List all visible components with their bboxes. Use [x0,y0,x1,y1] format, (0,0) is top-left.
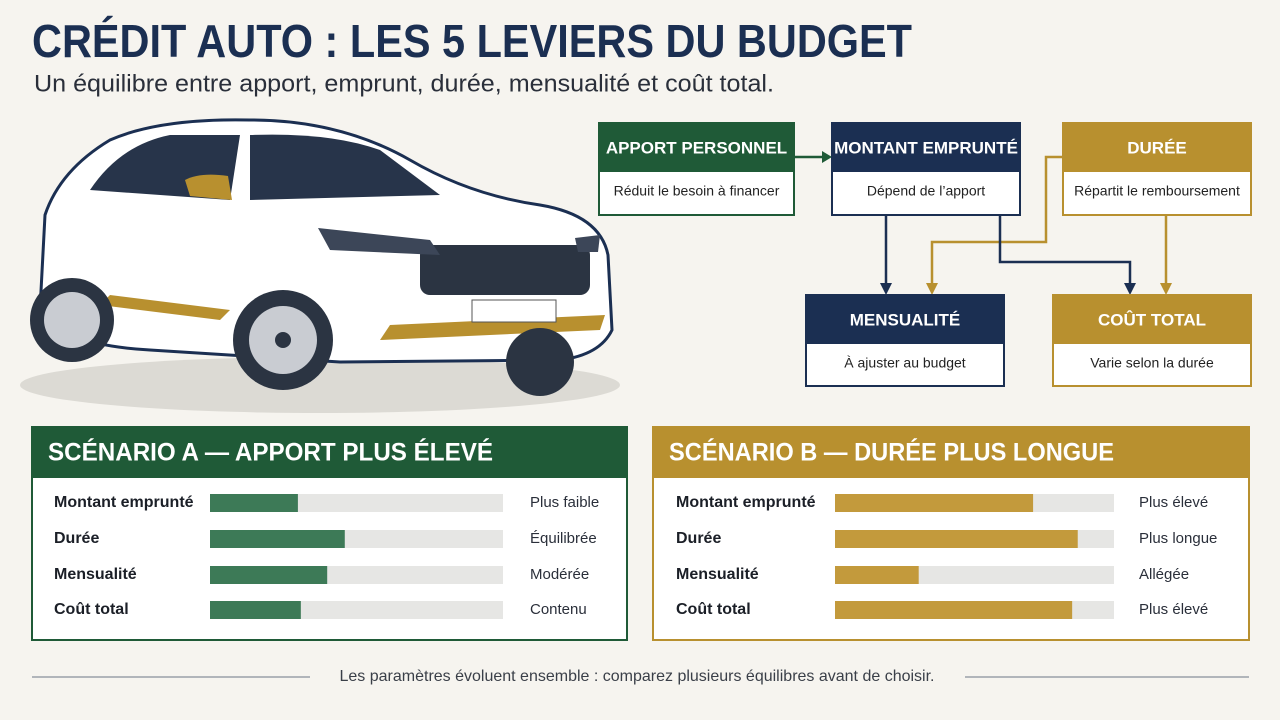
node-text: Dépend de l’apport [867,183,985,199]
bar [210,494,298,512]
node-header [832,123,1020,172]
row-status: Modérée [530,566,589,583]
node-text: Varie selon la durée [1090,355,1214,371]
scenario-panel: SCÉNARIO A — APPORT PLUS ÉLEVÉ Montant em… [31,426,628,641]
node-text: Répartit le remboursement [1074,183,1240,199]
scenario-panel: SCÉNARIO B — DURÉE PLUS LONGUE Montant em… [652,426,1250,641]
row-status: Plus faible [530,494,599,511]
node-title: COÛT TOTAL [1098,310,1206,329]
bar [835,494,1034,512]
row-status: Plus longue [1139,530,1217,547]
footer-note: Les paramètres évoluent ensemble : compa… [340,668,935,685]
bar [835,530,1078,548]
row-label: Montant emprunté [54,494,194,511]
bar [835,566,919,584]
title: CRÉDIT AUTO : LES 5 LEVIERS DU BUDGET [32,15,912,67]
node-text: À ajuster au budget [844,355,966,371]
flow-node: COÛT TOTAL Varie selon la durée [1052,294,1252,387]
row-label: Durée [54,530,99,547]
node-title: MENSUALITÉ [850,310,961,329]
node-header [1063,123,1251,172]
panel-title: SCÉNARIO B — DURÉE PLUS LONGUE [669,438,1114,467]
panel-title: SCÉNARIO A — APPORT PLUS ÉLEVÉ [48,438,493,467]
node-text: Réduit le besoin à financer [614,183,780,199]
flow-node: DURÉE Répartit le remboursement [1062,122,1252,216]
bar [210,566,328,584]
flow-arrows [794,151,1172,295]
row-label: Montant emprunté [676,494,816,511]
panel-header [32,427,627,478]
row-status: Plus élevé [1139,494,1208,511]
node-header [806,295,1004,344]
node-title: APPORT PERSONNEL [606,138,787,157]
car-illustration [20,118,620,413]
subtitle: Un équilibre entre apport, emprunt, duré… [34,70,774,97]
bar [835,601,1073,619]
row-status: Plus élevé [1139,601,1208,618]
row-label: Coût total [54,601,129,618]
flow-node: MONTANT EMPRUNTÉ Dépend de l’apport [831,122,1021,216]
node-title: MONTANT EMPRUNTÉ [834,138,1018,157]
row-status: Équilibrée [530,530,597,547]
row-label: Coût total [676,601,751,618]
flow-node: MENSUALITÉ À ajuster au budget [805,294,1005,387]
bar [210,530,345,548]
node-header [599,123,794,172]
row-label: Mensualité [676,566,759,583]
row-label: Mensualité [54,566,137,583]
flow-node: APPORT PERSONNEL Réduit le besoin à finan… [598,122,795,216]
node-header [1053,295,1251,344]
row-label: Durée [676,530,721,547]
row-status: Contenu [530,601,587,618]
node-title: DURÉE [1127,138,1187,157]
bar [210,601,301,619]
row-status: Allégée [1139,566,1189,583]
panel-header [653,427,1249,478]
